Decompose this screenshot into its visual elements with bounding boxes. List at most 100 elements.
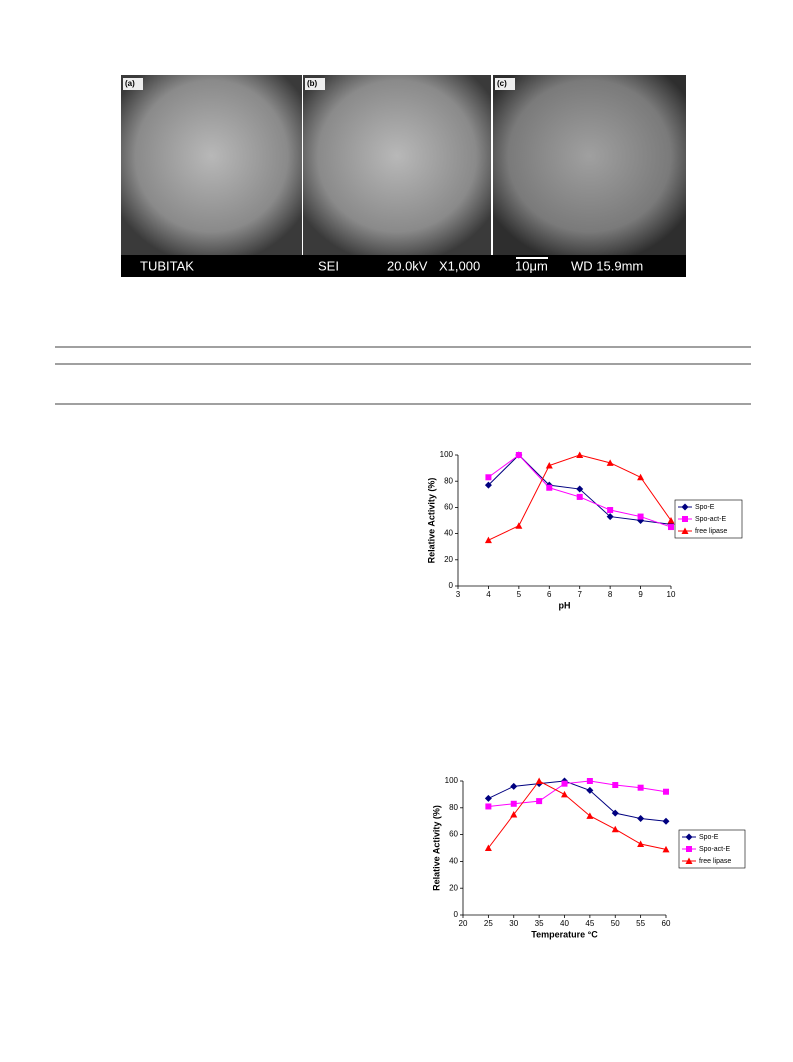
info-bar-text: TUBITAK [140, 258, 194, 273]
marker [545, 461, 553, 469]
marker [586, 786, 594, 794]
legend-label: free lipase [695, 528, 727, 535]
marker [607, 507, 614, 514]
y-tick-label: 0 [454, 910, 459, 919]
marker [515, 522, 523, 529]
marker [685, 857, 693, 864]
panel-label: (b) [307, 79, 318, 88]
marker [606, 513, 614, 521]
marker [662, 817, 670, 825]
x-tick-label: 55 [636, 919, 645, 928]
x-tick-label: 30 [509, 919, 518, 928]
marker [484, 844, 492, 851]
y-tick-label: 80 [449, 803, 458, 812]
marker [637, 513, 644, 520]
panel-label-bg [305, 78, 325, 90]
x-tick-label: 50 [611, 919, 620, 928]
marker [606, 459, 614, 466]
legend-label: Spo-E [695, 504, 715, 511]
y-tick-label: 60 [449, 830, 458, 839]
y-tick-label: 0 [449, 581, 454, 590]
x-tick-label: 35 [535, 919, 544, 928]
marker [611, 809, 619, 817]
marker [510, 782, 518, 790]
marker [667, 517, 675, 524]
legend-label: free lipase [699, 858, 731, 865]
marker [586, 812, 594, 819]
marker [576, 451, 584, 458]
marker [576, 485, 584, 493]
x-axis-label: pH [559, 600, 571, 610]
panel-label-bg [123, 78, 143, 90]
marker [546, 484, 553, 491]
y-tick-label: 60 [444, 503, 453, 512]
marker [681, 527, 689, 534]
panel-b-image [303, 75, 491, 255]
marker [662, 845, 670, 853]
x-tick-label: 45 [585, 919, 594, 928]
panel-label-bg [495, 78, 515, 90]
panel-c-image [493, 75, 686, 255]
marker [576, 493, 583, 500]
marker [485, 474, 492, 481]
marker [484, 481, 492, 489]
marker [611, 825, 619, 833]
table-rules [55, 346, 751, 405]
y-tick-label: 40 [449, 857, 458, 866]
legend-label: Spo-act-E [695, 516, 726, 523]
sem-figure [121, 75, 686, 277]
y-axis-label: Relative Activity (%) [431, 805, 441, 891]
info-bar-text: 10μm [515, 258, 548, 273]
y-tick-label: 40 [444, 529, 453, 538]
marker [510, 800, 517, 807]
marker [682, 516, 688, 522]
x-tick-label: 3 [456, 590, 461, 599]
marker [637, 840, 645, 847]
marker [586, 778, 593, 784]
info-bar-text: SEI [318, 258, 339, 273]
y-tick-label: 20 [449, 883, 458, 892]
y-tick-label: 100 [445, 776, 459, 785]
x-tick-label: 8 [608, 590, 613, 599]
marker [668, 524, 674, 531]
series-line [488, 780, 667, 807]
marker [637, 784, 644, 791]
marker [663, 788, 669, 795]
marker [485, 803, 492, 810]
marker [686, 846, 692, 852]
marker [681, 503, 689, 511]
legend-label: Spo-E [699, 834, 719, 841]
x-tick-label: 4 [486, 590, 491, 599]
y-tick-label: 100 [440, 450, 454, 459]
legend-label: Spo-act-E [699, 846, 730, 853]
series-line [487, 780, 667, 850]
series-line [488, 780, 667, 822]
info-bar-text: WD 15.9mm [571, 258, 643, 273]
marker [685, 833, 693, 841]
info-bar [121, 255, 686, 277]
y-axis-label: Relative Activity (%) [426, 478, 436, 564]
panel-label: (c) [497, 79, 507, 88]
panel-a-image [121, 75, 302, 255]
marker [515, 452, 522, 458]
y-tick-label: 80 [444, 476, 453, 485]
marker [561, 790, 568, 798]
x-tick-label: 60 [662, 919, 671, 928]
marker [535, 777, 543, 784]
panel-label: (a) [125, 79, 135, 88]
x-tick-label: 6 [547, 590, 552, 599]
x-axis-label: Temperature °C [531, 929, 598, 939]
x-tick-label: 10 [667, 590, 676, 599]
info-bar-text: 20.0kV [387, 258, 428, 273]
x-tick-label: 20 [459, 919, 468, 928]
x-tick-label: 5 [517, 590, 522, 599]
info-bar-text: X1,000 [439, 258, 480, 273]
marker [536, 798, 543, 805]
marker [484, 536, 492, 544]
x-tick-label: 9 [638, 590, 643, 599]
y-tick-label: 20 [444, 555, 453, 564]
x-tick-label: 40 [560, 919, 569, 928]
marker [561, 780, 568, 787]
marker [612, 782, 619, 789]
